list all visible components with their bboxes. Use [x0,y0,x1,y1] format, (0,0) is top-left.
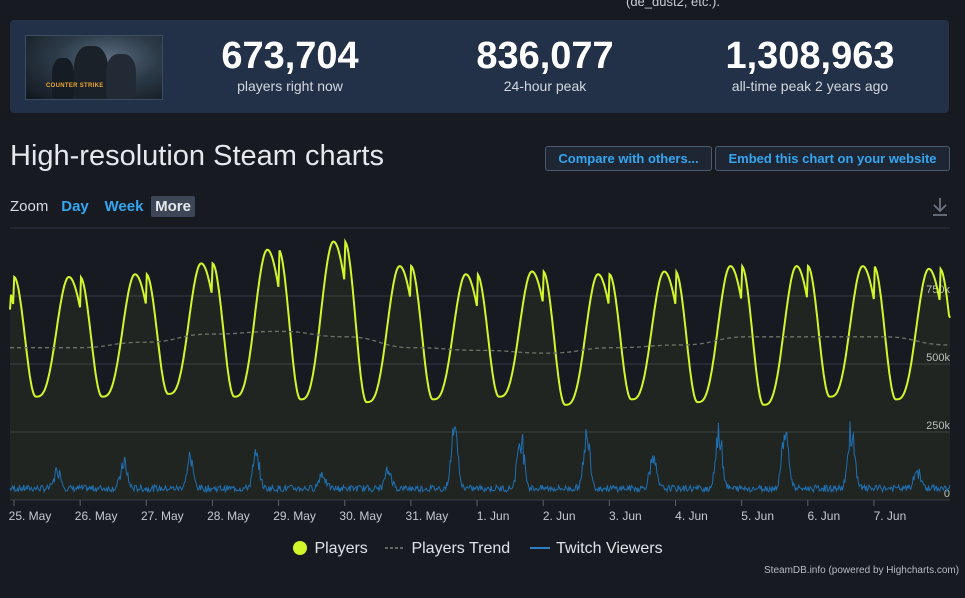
legend-twitch-marker [530,547,550,549]
twitch-line [9,421,951,494]
x-tick-label: 30. May [339,509,382,523]
logo-text: COUNTER STRIKE [46,83,104,89]
stat-current: 673,704 players right now [200,34,380,94]
legend-players[interactable]: Players [292,540,368,558]
chart-credit: SteamDB.info (powered by Highcharts.com) [764,565,960,576]
x-tick-label: 6. Jun [807,509,840,523]
legend-twitch-label: Twitch Viewers [556,540,663,557]
stats-panel: COUNTER STRIKE 673,704 players right now… [10,20,949,113]
stat-alltime-peak: 1,308,963 all-time peak 2 years ago [700,34,920,94]
x-tick-label: 2. Jun [543,509,576,523]
legend-twitch[interactable]: Twitch Viewers [530,540,663,558]
y-tick-label: 0 [944,488,950,500]
legend-trend-marker [385,547,405,549]
x-tick-label: 5. Jun [741,509,774,523]
zoom-week-button[interactable]: Week [104,198,144,215]
x-tick-label: 25. May [9,509,52,523]
stat-24h-peak-value: 836,077 [476,35,614,77]
legend-trend[interactable]: Players Trend [385,540,510,558]
x-tick-label: 28. May [207,509,250,523]
x-tick-label: 4. Jun [675,509,708,523]
embed-button[interactable]: Embed this chart on your website [715,146,950,171]
download-icon[interactable] [930,196,950,218]
trend-line [10,330,951,354]
game-logo: COUNTER STRIKE [25,35,163,100]
legend-players-marker [293,541,307,555]
players-line [9,237,951,406]
x-tick-label: 27. May [141,509,184,523]
header-cut-text: (de_dust2, etc.). [626,0,720,9]
stat-current-value: 673,704 [221,35,359,77]
stat-current-label: players right now [237,78,343,94]
compare-button[interactable]: Compare with others... [545,146,712,171]
x-tick-label: 29. May [273,509,316,523]
x-tick-label: 26. May [75,509,118,523]
y-tick-label: 250k [926,420,950,432]
zoom-label: Zoom [10,198,49,215]
x-tick-label: 1. Jun [477,509,510,523]
x-tick-label: 3. Jun [609,509,642,523]
stat-alltime-peak-value: 1,308,963 [725,35,895,77]
legend-players-label: Players [314,540,368,557]
zoom-more-button[interactable]: More [151,196,195,217]
players-area [10,241,950,500]
y-tick-label: 500k [926,352,950,364]
page-title: High-resolution Steam charts [10,140,384,172]
stat-24h-peak: 836,077 24-hour peak [455,34,635,94]
legend-trend-label: Players Trend [411,540,511,557]
x-tick-label: 31. May [406,509,449,523]
stat-24h-peak-label: 24-hour peak [503,78,587,94]
zoom-day-button[interactable]: Day [61,198,89,215]
x-tick-label: 7. Jun [874,509,907,523]
stat-alltime-peak-label: all-time peak 2 years ago [731,78,889,94]
